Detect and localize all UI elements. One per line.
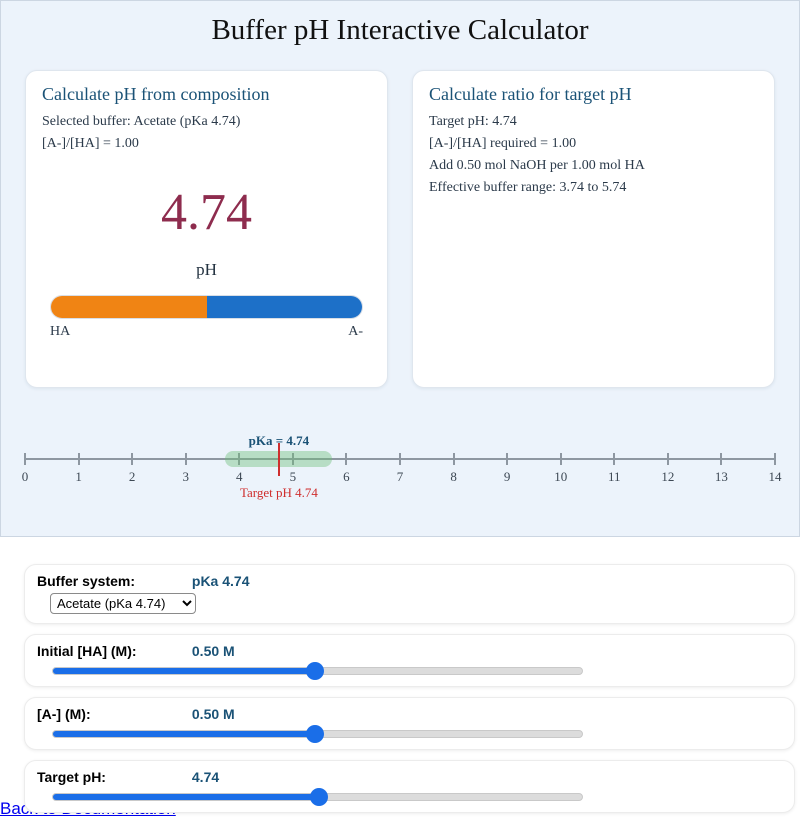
a-minus-slider[interactable] [52,730,583,738]
ph-caption: pH [196,260,217,279]
target-ph-control-value: 4.74 [191,769,220,785]
a-minus-value: 0.50 M [191,706,235,722]
scale-tick-label: 7 [396,469,404,484]
scale-tick-label: 10 [554,469,568,484]
scale-tick [559,453,562,465]
scale-tick [24,453,26,465]
a-minus-label: A- [348,324,363,339]
ratio-text: [A-]/[HA] = 1.00 [42,136,139,151]
buffer-system-label: Buffer system: [37,573,136,589]
scale-tick-label: 6 [343,469,350,484]
scale-tick-label: 3 [182,469,189,484]
scale-tick-label: 0 [21,469,29,484]
scale-tick [720,453,723,465]
target-ph-text: Target pH: 4.74 [429,114,517,129]
buffer-pka-value: pKa 4.74 [191,573,250,589]
a-minus-control: [A-] (M): 0.50 M [24,697,795,750]
scale-tick [291,453,294,465]
left-card-heading: Calculate pH from composition [42,84,270,104]
target-ph-control: Target pH: 4.74 [24,760,795,813]
initial-ha-value: 0.50 M [191,643,235,659]
calculator-panel: Buffer pH Interactive Calculator Calcula… [0,0,800,537]
initial-ha-control: Initial [HA] (M): 0.50 M [24,634,795,687]
scale-tick [77,453,80,465]
scale-tick [774,453,776,465]
initial-ha-label: Initial [HA] (M): [37,643,137,659]
scale-tick-label: 11 [608,469,621,484]
target-ph-slider[interactable] [52,793,583,801]
pka-label: pKa = 4.74 [248,433,310,448]
ph-from-composition-card: Calculate pH from composition Selected b… [25,70,388,388]
buffer-range-text: Effective buffer range: 3.74 to 5.74 [429,180,627,195]
page-title: Buffer pH Interactive Calculator [211,14,589,46]
ratio-for-target-ph-card: Calculate ratio for target pH Target pH:… [412,70,775,388]
target-ph-label: Target pH 4.74 [239,485,318,500]
scale-tick [131,453,134,465]
a-minus-label-control: [A-] (M): [37,706,91,722]
naoh-addition-text: Add 0.50 mol NaOH per 1.00 mol HA [429,158,645,173]
species-ratio-bar [50,295,363,319]
target-ph-marker [277,443,280,476]
right-card-heading: Calculate ratio for target pH [429,84,632,104]
scale-tick [452,453,455,465]
ph-scale: pKa = 4.74 0 1 2 3 4 5 6 7 8 9 10 11 12 13 14 Target p… [21,430,782,502]
scale-tick [613,453,616,465]
ph-result-value: 4.74 [161,184,252,241]
ha-label: HA [50,324,71,339]
initial-ha-row: Initial [HA] (M): 0.50 M [37,644,782,659]
scale-tick [184,453,187,465]
scale-tick-label: 14 [768,469,782,484]
scale-tick [345,453,348,465]
target-ph-control-label: Target pH: [37,769,106,785]
buffer-system-row: Buffer system: pKa 4.74 [37,574,782,589]
ratio-required-text: [A-]/[HA] required = 1.00 [429,136,577,151]
controls-panel: Buffer system: pKa 4.74 Acetate (pKa 4.7… [0,537,800,813]
scale-tick-label: 1 [75,469,82,484]
scale-tick-label: 4 [236,469,243,484]
scale-tick-label: 13 [714,469,728,484]
scale-tick-label: 12 [661,469,675,484]
scale-tick [238,453,241,465]
scale-tick-label: 8 [450,469,457,484]
selected-buffer-text: Selected buffer: Acetate (pKa 4.74) [42,114,241,129]
scale-tick [506,453,509,465]
a-minus-row: [A-] (M): 0.50 M [37,707,782,722]
bar-labels: HA A- [50,324,363,340]
ha-bar-segment [51,296,207,318]
buffer-system-control: Buffer system: pKa 4.74 Acetate (pKa 4.7… [24,564,795,624]
initial-ha-slider[interactable] [52,667,583,675]
a-bar-segment [206,296,362,318]
scale-tick [399,453,401,465]
scale-tick-label: 2 [128,469,136,484]
target-ph-row: Target pH: 4.74 [37,770,782,785]
result-cards-row: Calculate pH from composition Selected b… [25,70,775,388]
scale-tick-label: 5 [289,469,297,484]
buffer-system-select[interactable]: Acetate (pKa 4.74) [50,593,196,614]
scale-tick-label: 9 [503,469,511,484]
scale-tick [666,453,669,465]
